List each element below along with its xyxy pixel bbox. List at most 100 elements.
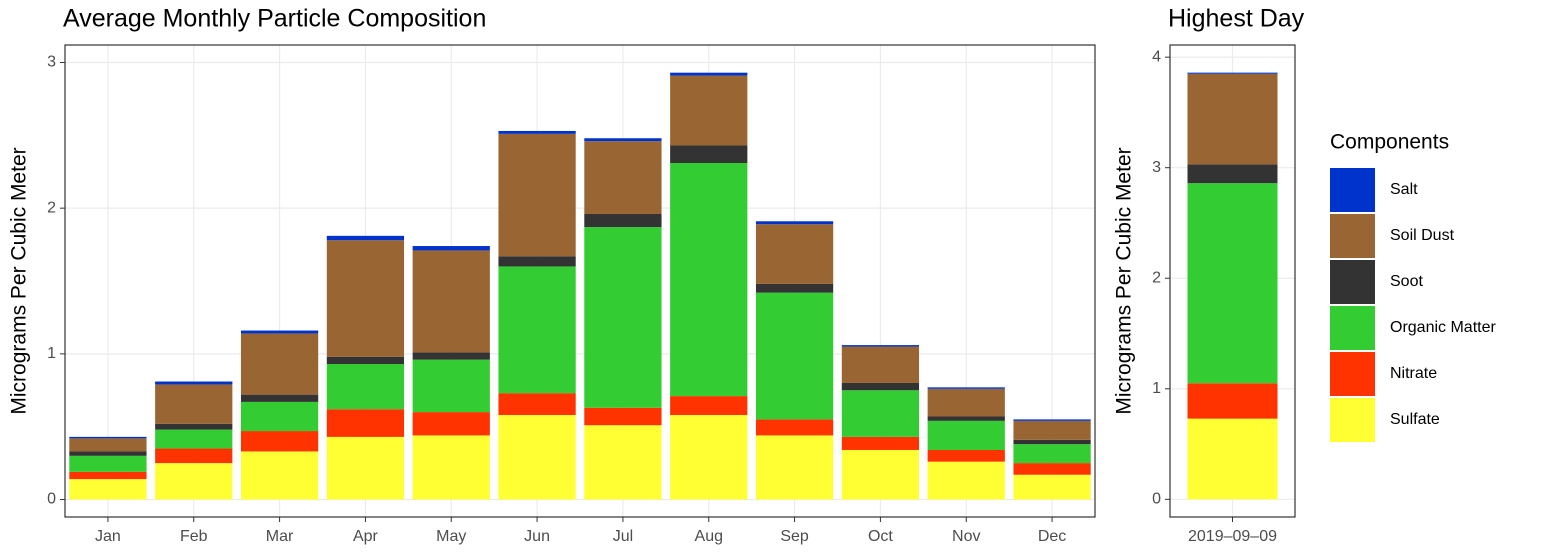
bar-segment: [69, 436, 147, 439]
y-tick-label: 1: [1152, 380, 1161, 397]
legend-key: [1330, 214, 1375, 258]
bar-segment: [1187, 383, 1278, 419]
bar-segment: [841, 382, 920, 391]
bar-segment: [326, 409, 405, 437]
bar-segment: [69, 451, 147, 456]
bar-segment: [927, 461, 1005, 500]
bar-segment: [1187, 418, 1278, 500]
bar-segment: [412, 352, 490, 360]
y-axis-title: Micrograms Per Cubic Meter: [1113, 147, 1136, 414]
bar-segment: [927, 416, 1005, 421]
bar-segment: [584, 213, 662, 228]
bar-segment: [841, 346, 920, 383]
bar-segment: [498, 133, 576, 257]
bar-segment: [326, 240, 405, 357]
bar-segment: [584, 138, 662, 142]
y-tick-label: 0: [1152, 491, 1161, 508]
x-tick-label: Dec: [1038, 528, 1066, 545]
bar-segment: [755, 283, 834, 293]
bar-segment: [1187, 164, 1278, 184]
bar-segment: [927, 388, 1005, 417]
bar-segment: [841, 390, 920, 437]
bar-segment: [69, 479, 147, 500]
x-tick-label: Sep: [780, 528, 809, 545]
bar-segment: [584, 227, 662, 408]
y-tick-label: 2: [1152, 269, 1161, 286]
bar-segment: [755, 292, 834, 420]
legend-key: [1330, 398, 1375, 442]
bar-segment: [240, 333, 319, 395]
bar-segment: [584, 407, 662, 426]
x-tick-label: Jan: [95, 528, 121, 545]
bar-segment: [584, 141, 662, 214]
bar-segment: [670, 145, 748, 163]
bar-segment: [412, 250, 490, 353]
chart-title: Average Monthly Particle Composition: [63, 5, 486, 33]
x-tick-label: May: [436, 528, 466, 545]
x-tick-label: Jul: [613, 528, 633, 545]
bar-segment: [670, 396, 748, 416]
legend-key: [1330, 168, 1375, 212]
y-tick-label: 0: [47, 491, 56, 508]
bar-segment: [412, 359, 490, 413]
bar-segment: [240, 394, 319, 402]
bar-segment: [326, 436, 405, 500]
bar-segment: [498, 415, 576, 500]
bar-segment: [755, 221, 834, 225]
bar-segment: [412, 246, 490, 251]
bar-segment: [755, 435, 834, 500]
bar-segment: [326, 235, 405, 241]
y-tick-label: 2: [47, 199, 56, 216]
bar-segment: [155, 448, 233, 464]
legend-title: Components: [1330, 131, 1449, 154]
legend-label: Soot: [1390, 273, 1423, 290]
bar-segment: [1187, 183, 1278, 384]
legend-label: Nitrate: [1390, 365, 1437, 382]
bar-segment: [155, 384, 233, 424]
bar-segment: [69, 438, 147, 452]
bar-segment: [927, 449, 1005, 462]
bar-segment: [670, 75, 748, 146]
panel-border: [64, 44, 1096, 518]
chart-title: Highest Day: [1168, 5, 1305, 33]
y-tick-label: 3: [47, 54, 56, 71]
bar-segment: [1013, 444, 1091, 464]
x-tick-label: Nov: [952, 528, 980, 545]
bar-segment: [69, 455, 147, 472]
legend-label: Soil Dust: [1390, 227, 1455, 244]
bar-segment: [412, 412, 490, 436]
bar-segment: [155, 463, 233, 500]
bar-segment: [412, 435, 490, 500]
bar-segment: [240, 431, 319, 452]
bar-segment: [670, 163, 748, 397]
bar-segment: [1013, 419, 1091, 421]
x-tick-label: Aug: [695, 528, 723, 545]
bar-segment: [670, 415, 748, 500]
bar-segment: [240, 401, 319, 432]
bar-segment: [1187, 72, 1278, 74]
x-tick-label: 2019–09–09: [1188, 528, 1277, 545]
bar-segment: [498, 266, 576, 394]
bar-segment: [1013, 439, 1091, 445]
bar-segment: [755, 419, 834, 436]
x-tick-label: Jun: [524, 528, 550, 545]
y-tick-label: 1: [47, 345, 56, 362]
bar-segment: [498, 393, 576, 416]
x-tick-label: Apr: [353, 528, 379, 545]
legend-key: [1330, 260, 1375, 304]
bar-segment: [155, 429, 233, 449]
bar-segment: [240, 451, 319, 500]
panel-border: [1169, 44, 1296, 518]
bar-segment: [498, 130, 576, 134]
bar-segment: [155, 381, 233, 385]
bar-segment: [1013, 420, 1091, 440]
legend-label: Organic Matter: [1390, 319, 1496, 336]
bar-segment: [841, 449, 920, 500]
bar-segment: [755, 224, 834, 284]
x-tick-label: Mar: [266, 528, 294, 545]
y-axis-title: Micrograms Per Cubic Meter: [8, 147, 31, 414]
legend-key: [1330, 306, 1375, 350]
legend-key: [1330, 352, 1375, 396]
x-tick-label: Feb: [180, 528, 208, 545]
